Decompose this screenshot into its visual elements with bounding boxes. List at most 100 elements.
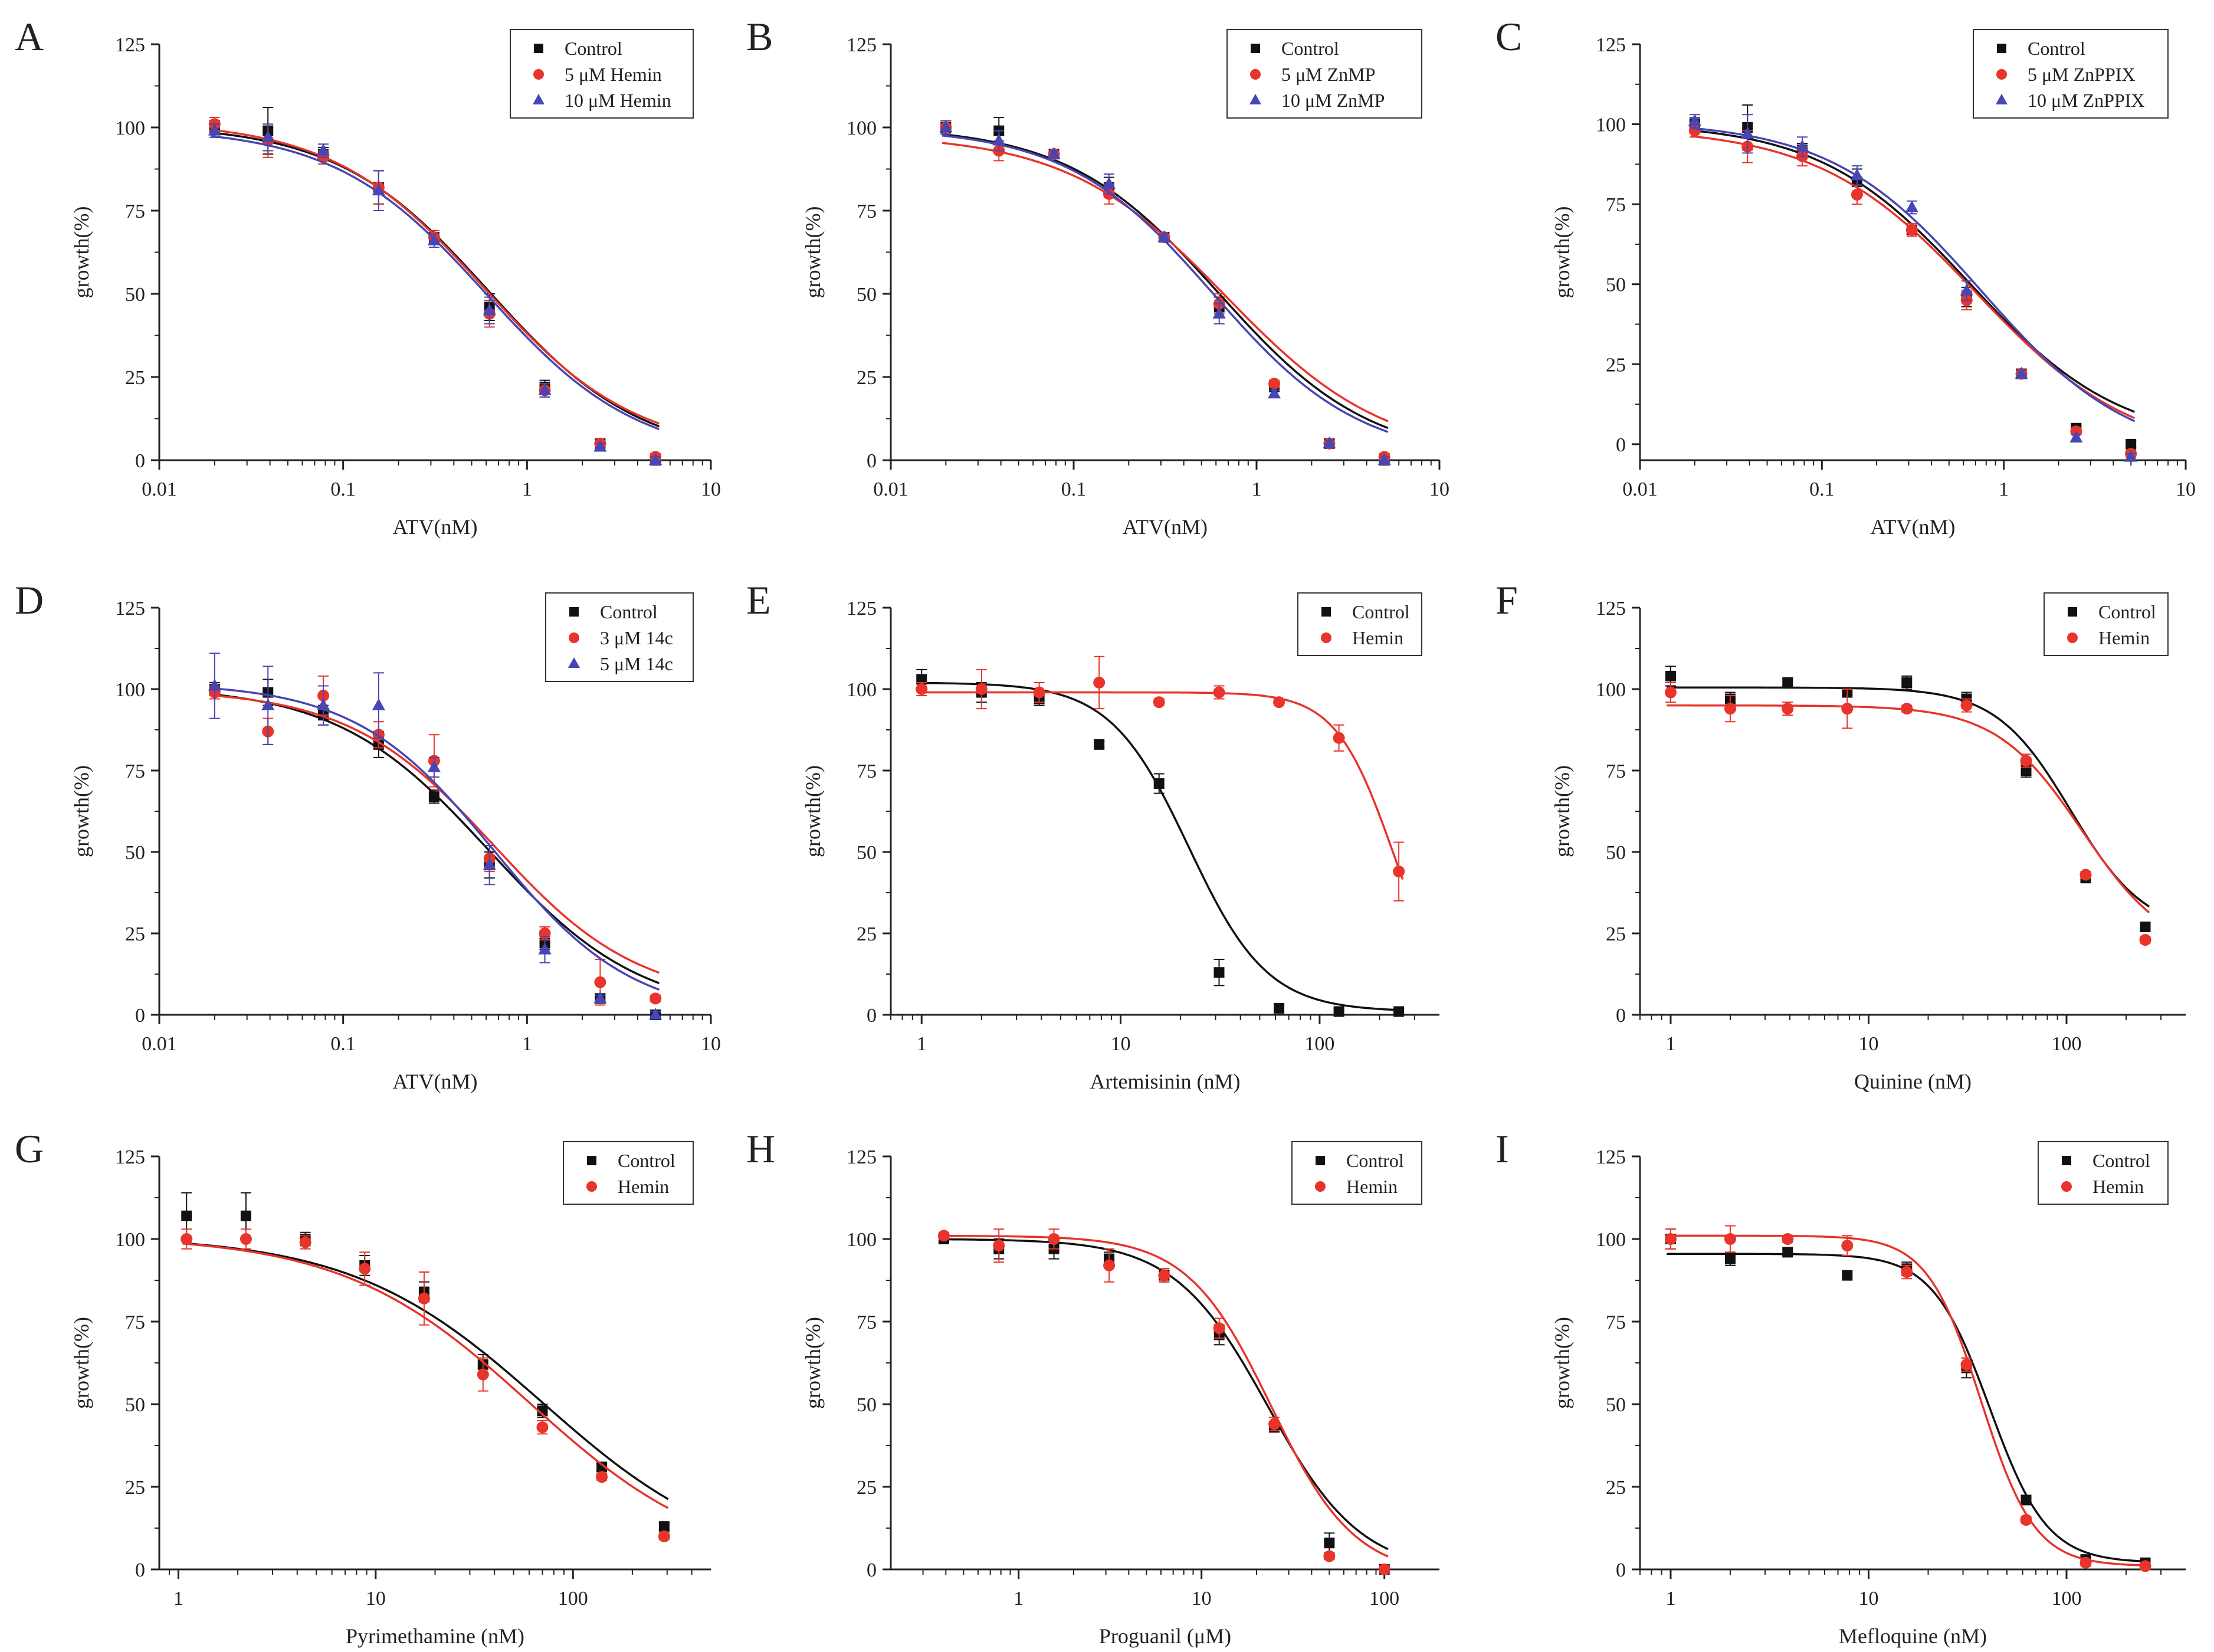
y-tick-label: 125	[115, 1146, 145, 1168]
legend-label: Control	[2098, 601, 2156, 622]
x-tick-label: 10	[1858, 1588, 1878, 1610]
data-point	[1724, 1253, 1736, 1264]
y-tick-label: 125	[1596, 1146, 1626, 1168]
fit-curve	[1667, 1234, 2150, 1567]
legend-label: Hemin	[2098, 627, 2150, 648]
data-point	[2139, 934, 2151, 946]
legend-marker	[569, 607, 579, 617]
y-tick-label: 75	[125, 201, 145, 222]
data-point	[261, 698, 275, 710]
legend-marker	[569, 632, 579, 643]
series-control	[916, 668, 1405, 1017]
data-point	[299, 1236, 311, 1248]
data-point	[1212, 306, 1226, 319]
data-point	[1782, 677, 1793, 688]
data-point	[240, 1233, 252, 1245]
legend-marker	[1251, 44, 1260, 53]
fit-curve	[1667, 704, 2150, 914]
data-point	[593, 440, 607, 452]
data-point	[538, 942, 552, 955]
data-point	[317, 698, 330, 710]
data-point	[1782, 1247, 1793, 1258]
x-axis-label: Quinine (nM)	[1854, 1070, 1972, 1093]
data-point	[1333, 1006, 1344, 1017]
legend-label: Hemin	[1346, 1176, 1398, 1197]
y-tick-label: 0	[135, 1005, 145, 1027]
y-tick-label: 50	[857, 284, 877, 306]
y-tick-label: 100	[1596, 1229, 1626, 1251]
y-tick-label: 0	[1616, 434, 1626, 456]
y-tick-label: 125	[115, 34, 145, 56]
x-axis-label: ATV(nM)	[1123, 515, 1208, 539]
legend-box	[563, 1141, 694, 1205]
x-tick-label: 10	[1858, 1033, 1878, 1055]
y-tick-label: 50	[125, 1394, 145, 1416]
x-tick-label: 1	[917, 1033, 927, 1055]
y-tick-label: 50	[1606, 842, 1626, 864]
y-tick-label: 25	[857, 923, 877, 945]
panel-letter: D	[15, 578, 44, 622]
data-point	[916, 674, 927, 685]
series-hemin	[181, 1228, 670, 1542]
x-tick-label: 0.1	[1809, 478, 1835, 500]
data-point	[1158, 1269, 1170, 1281]
data-point	[427, 760, 441, 772]
panel-g: G 0 25 50 75 100 125 1 10 100 Pyrimethamine (nM) gr…	[15, 1126, 711, 1648]
data-point	[1047, 147, 1061, 159]
data-point	[1905, 224, 1918, 236]
x-tick-label: 10	[701, 1033, 721, 1055]
fit-curve	[942, 135, 1389, 433]
legend-label: 10 μM ZnMP	[1281, 90, 1385, 111]
x-tick-label: 1	[1999, 478, 2009, 500]
y-axis-label: growth(%)	[70, 1317, 93, 1409]
data-point	[1103, 1259, 1116, 1271]
data-point	[359, 1263, 371, 1275]
data-point	[536, 1421, 549, 1434]
data-point	[1724, 1233, 1736, 1245]
legend-label: 5 μM ZnPPIX	[2028, 64, 2136, 85]
y-tick-label: 75	[857, 1312, 877, 1333]
y-tick-label: 0	[867, 450, 877, 472]
series-10-m-znmp	[939, 120, 1391, 465]
y-tick-label: 125	[847, 1146, 877, 1168]
data-point	[975, 683, 988, 695]
fit-curve	[211, 694, 660, 974]
panel-letter: C	[1495, 14, 1522, 59]
data-point	[937, 1230, 950, 1242]
data-point	[1664, 1233, 1677, 1245]
data-point	[1377, 453, 1391, 465]
series-control	[1689, 104, 2137, 450]
y-tick-label: 75	[125, 1312, 145, 1333]
legend-marker	[568, 657, 580, 668]
legend: Control 5 μM ZnPPIX 10 μM ZnPPIX	[1973, 29, 2169, 119]
data-point	[1033, 686, 1045, 699]
series-hemin	[916, 655, 1405, 902]
data-point	[1841, 1240, 1854, 1252]
data-point	[1960, 1358, 1973, 1371]
legend: Control 3 μM 14c 5 μM 14c	[545, 592, 694, 682]
y-tick-label: 0	[135, 1559, 145, 1581]
data-point	[208, 678, 221, 691]
legend-label: Control	[600, 601, 658, 622]
data-point	[1213, 686, 1225, 699]
y-axis-label: growth(%)	[801, 765, 825, 857]
x-tick-label: 10	[1192, 1588, 1212, 1610]
y-tick-label: 100	[115, 679, 145, 701]
y-tick-label: 25	[1606, 1477, 1626, 1499]
data-point	[1268, 1418, 1281, 1430]
y-tick-label: 100	[115, 117, 145, 139]
legend-marker	[1321, 607, 1331, 617]
data-point	[596, 1471, 608, 1483]
series-control	[209, 678, 661, 1020]
fit-curve	[1667, 1253, 2150, 1563]
x-tick-label: 0.01	[1622, 478, 1658, 500]
y-axis-label: growth(%)	[801, 206, 825, 299]
legend-marker	[2068, 607, 2077, 617]
fit-curve	[917, 691, 1404, 880]
y-tick-label: 25	[857, 367, 877, 389]
data-point	[2126, 438, 2137, 450]
x-tick-label: 0.01	[142, 478, 177, 500]
panel-h: H 0 25 50 75 100 125 1 10 100 Proguanil (μM) growth…	[746, 1126, 1439, 1648]
series-control	[181, 1192, 670, 1532]
data-point	[1841, 703, 1854, 715]
